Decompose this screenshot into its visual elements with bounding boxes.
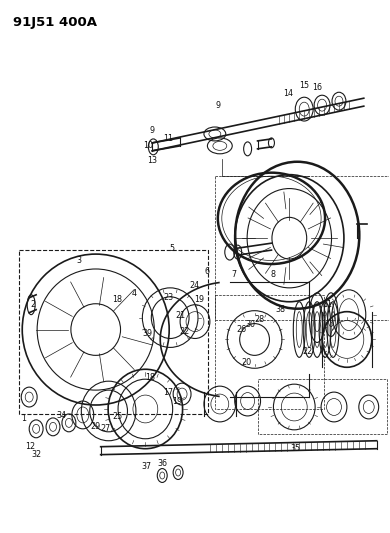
- Text: 26: 26: [237, 325, 247, 334]
- Text: 13: 13: [147, 156, 157, 165]
- Text: 6: 6: [204, 268, 209, 277]
- Text: 24: 24: [189, 281, 199, 290]
- Text: 9: 9: [150, 126, 155, 135]
- Text: 15: 15: [299, 81, 309, 90]
- Text: 34: 34: [56, 411, 66, 421]
- Text: 7: 7: [231, 270, 236, 279]
- Text: 38: 38: [275, 305, 285, 314]
- Text: 5: 5: [170, 244, 175, 253]
- Text: 1: 1: [21, 414, 26, 423]
- Text: 37: 37: [141, 462, 151, 471]
- Text: 19: 19: [194, 295, 204, 304]
- Text: 27: 27: [101, 424, 111, 433]
- Text: 30: 30: [246, 320, 255, 329]
- Text: 39: 39: [142, 329, 152, 338]
- Text: 12: 12: [25, 442, 35, 451]
- Text: 21: 21: [175, 311, 185, 320]
- Text: 2: 2: [30, 300, 36, 309]
- Text: 29: 29: [90, 422, 101, 431]
- Text: 28: 28: [254, 315, 264, 324]
- Text: 23: 23: [163, 293, 173, 302]
- Text: 35: 35: [290, 444, 300, 453]
- Text: 18: 18: [145, 373, 155, 382]
- Text: 16: 16: [312, 83, 322, 92]
- Text: 14: 14: [283, 88, 293, 98]
- Text: 36: 36: [157, 459, 167, 468]
- Text: 25: 25: [112, 413, 123, 422]
- Bar: [215, 295, 324, 409]
- Text: 18: 18: [113, 295, 122, 304]
- Text: 10: 10: [144, 141, 153, 150]
- Text: 17: 17: [163, 387, 173, 397]
- Bar: [19, 250, 208, 414]
- Text: 22: 22: [302, 347, 312, 356]
- Text: 22: 22: [179, 327, 189, 336]
- Text: 9: 9: [215, 101, 220, 110]
- Text: 11: 11: [163, 134, 173, 143]
- Text: 3: 3: [76, 255, 82, 264]
- Text: 19: 19: [172, 397, 182, 406]
- Text: 31: 31: [322, 300, 332, 309]
- Text: 4: 4: [132, 289, 137, 298]
- Text: 32: 32: [31, 450, 41, 459]
- Text: 8: 8: [271, 270, 276, 279]
- Bar: [257, 379, 386, 434]
- Text: 91J51 400A: 91J51 400A: [13, 16, 97, 29]
- Text: 20: 20: [241, 358, 252, 367]
- Bar: [215, 176, 388, 320]
